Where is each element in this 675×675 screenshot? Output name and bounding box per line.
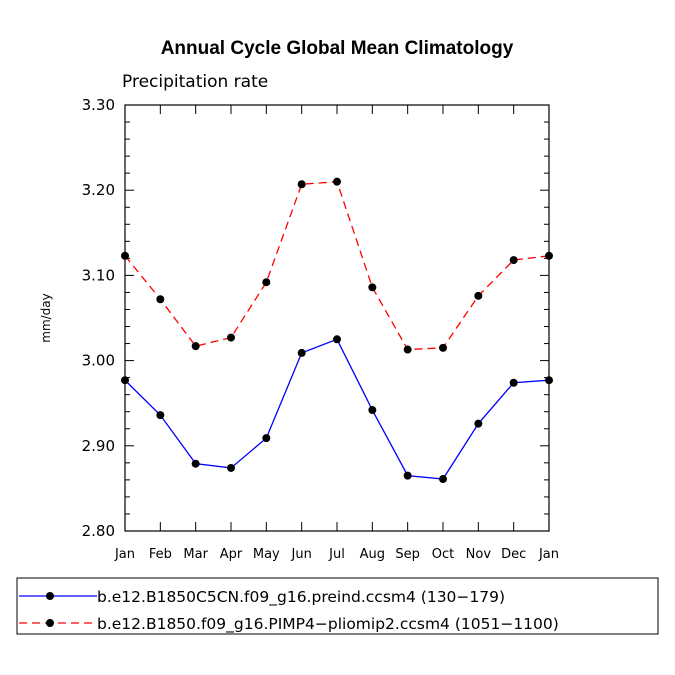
x-tick-label: Aug <box>360 547 385 562</box>
x-tick-label: Feb <box>149 547 172 562</box>
series-0-point <box>262 434 271 443</box>
series-0-point <box>227 463 235 472</box>
series-1-point <box>297 180 306 189</box>
series-0-point <box>333 335 341 344</box>
series-0-point <box>474 419 483 428</box>
legend: b.e12.B1850C5CN.f09_g16.preind.ccsm4 (13… <box>16 577 659 635</box>
series-1-point <box>509 256 518 265</box>
legend-marker-preind <box>46 592 54 600</box>
series-1-point <box>227 333 235 342</box>
x-tick-label: Jul <box>328 547 345 562</box>
series-1-point <box>439 343 447 352</box>
series-0-point <box>509 378 518 387</box>
series-layer <box>121 177 553 484</box>
x-tick-labels: Jan Feb Mar Apr May Jun Jul Aug Sep Oct Nov Dec Jan <box>114 547 559 562</box>
series-0-point <box>156 411 165 420</box>
series-0-point <box>297 348 306 357</box>
y-tick-label: 3.30 <box>82 96 115 114</box>
series-1-point <box>156 295 165 304</box>
y-tick-label: 3.20 <box>82 181 115 199</box>
y-tick-label: 2.80 <box>82 522 115 540</box>
y-tick-label: 3.00 <box>82 352 115 370</box>
x-tick-label: Apr <box>220 547 243 562</box>
legend-box <box>16 577 659 635</box>
series-1-point <box>191 342 200 351</box>
y-axis-label: mm/day <box>39 293 53 343</box>
x-tick-label: Dec <box>501 547 526 562</box>
x-tick-label: Jan <box>538 547 559 562</box>
y-tick-label: 2.90 <box>82 437 115 455</box>
plot-frame <box>124 104 550 532</box>
x-tick-label: Jan <box>114 547 135 562</box>
series-line-1 <box>124 180 550 351</box>
chart-subtitle: Precipitation rate <box>122 72 268 92</box>
y-tick-labels: 2.80 2.90 3.00 3.10 3.20 3.30 <box>82 96 115 540</box>
series-line-0 <box>124 338 550 480</box>
y-tick-label: 3.10 <box>82 266 115 284</box>
chart-title: Annual Cycle Global Mean Climatology <box>161 38 514 59</box>
series-0-point <box>191 459 200 468</box>
series-0-point <box>368 406 377 415</box>
x-tick-label: May <box>253 547 280 562</box>
series-0-point <box>403 471 412 480</box>
x-tick-label: Oct <box>432 547 454 562</box>
x-tick-label: Jun <box>291 547 312 562</box>
x-tick-label: Mar <box>183 547 208 562</box>
legend-label-pliomip: b.e12.B1850.f09_g16.PIMP4−pliomip2.ccsm4… <box>97 615 559 634</box>
series-1-point <box>333 177 341 186</box>
legend-label-preind: b.e12.B1850C5CN.f09_g16.preind.ccsm4 (13… <box>97 588 505 607</box>
series-1-point <box>403 345 412 354</box>
legend-marker-pliomip <box>46 619 54 627</box>
series-1-point <box>262 278 271 287</box>
tick-marks <box>124 104 550 532</box>
series-1-point <box>474 291 483 300</box>
x-tick-label: Nov <box>466 547 492 562</box>
series-0-point <box>439 475 447 484</box>
series-1-point <box>368 283 377 292</box>
x-tick-label: Sep <box>395 547 420 562</box>
